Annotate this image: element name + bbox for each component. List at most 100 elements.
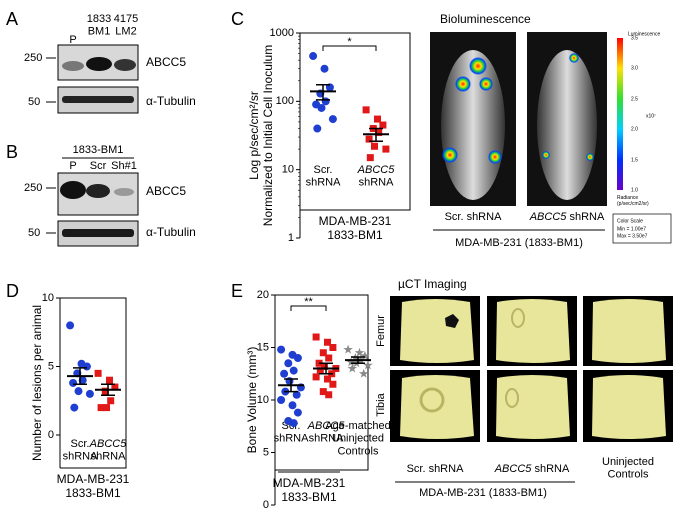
lane-label: P bbox=[69, 34, 76, 46]
y-tick-label: 10 bbox=[282, 164, 294, 176]
lane-label: 4175 LM2 bbox=[114, 13, 138, 38]
x-tick-label: Age-matched Uninjected Controls bbox=[325, 420, 390, 457]
group-label: MDA-MB-231 1833-BM1 bbox=[273, 476, 346, 504]
lane-label: Scr bbox=[90, 160, 107, 172]
column-label: Uninjected Controls bbox=[602, 456, 654, 481]
y-tick-label: 1000 bbox=[270, 27, 294, 39]
data-point bbox=[316, 367, 324, 375]
section-title: Bioluminescence bbox=[440, 12, 531, 26]
data-point bbox=[329, 344, 337, 351]
significance-bracket bbox=[322, 45, 377, 51]
cell-line-label: 1833-BM1 bbox=[73, 144, 124, 156]
data-point bbox=[325, 354, 333, 362]
band bbox=[114, 59, 136, 71]
x-tick-label: ABCC5 shRNA bbox=[357, 164, 396, 189]
y-tick-label: 100 bbox=[276, 95, 294, 107]
data-point bbox=[379, 121, 387, 129]
data-point bbox=[101, 387, 109, 395]
data-point bbox=[320, 64, 329, 73]
x-tick-label: ABCC5 shRNA bbox=[307, 420, 346, 445]
scale-title: Color Scale bbox=[617, 218, 643, 224]
mw-marker: 250 bbox=[24, 182, 42, 194]
signal bbox=[469, 57, 487, 75]
colorbar-multiplier: x10⁷ bbox=[646, 113, 656, 119]
data-point bbox=[319, 388, 327, 396]
lane-label: P bbox=[69, 160, 76, 172]
condition-label: Scr. shRNA bbox=[445, 211, 503, 223]
y-axis-label: Log p/sec/cm²/sr bbox=[247, 91, 261, 180]
data-point bbox=[280, 369, 289, 378]
data-point bbox=[328, 115, 337, 124]
data-point bbox=[371, 142, 378, 150]
data-point bbox=[354, 347, 365, 357]
section-title: µCT Imaging bbox=[398, 277, 467, 291]
colorbar-title: Luminescence bbox=[628, 31, 660, 37]
y-axis-label: Number of lesions per animal bbox=[30, 305, 44, 461]
y-tick-label: 20 bbox=[257, 289, 269, 301]
colorbar-units: Radiance (p/sec/cm2/sr) bbox=[617, 195, 649, 207]
data-point bbox=[85, 389, 94, 398]
data-point bbox=[82, 362, 91, 371]
legend-box bbox=[612, 213, 672, 244]
protein-label: α-Tubulin bbox=[146, 94, 196, 108]
data-point bbox=[382, 145, 390, 153]
y-axis-label: Normalized to Initial Cell Inoculum bbox=[261, 45, 275, 226]
error-bar bbox=[319, 362, 333, 375]
data-point bbox=[70, 403, 79, 412]
y-tick-label: 10 bbox=[42, 292, 54, 304]
group-label: MDA-MB-231 1833-BM1 bbox=[319, 214, 392, 242]
band bbox=[86, 57, 112, 71]
group-label: MDA-MB-231 (1833-BM1) bbox=[419, 487, 547, 499]
lane-label: 1833 BM1 bbox=[87, 13, 111, 38]
signal bbox=[488, 150, 502, 164]
error-bar bbox=[316, 83, 330, 101]
data-point bbox=[312, 373, 320, 381]
ct-images bbox=[390, 296, 673, 442]
x-tick-label: Scr.shRNA bbox=[306, 164, 342, 189]
x-tick-label: Scr.shRNA bbox=[63, 438, 99, 463]
colorbar-tick: 1.5 bbox=[631, 157, 638, 163]
signal bbox=[542, 151, 550, 159]
colorbar-tick: 3.0 bbox=[631, 65, 638, 71]
y-tick-label: 1 bbox=[288, 232, 294, 244]
signal bbox=[442, 147, 458, 163]
data-point bbox=[312, 333, 320, 341]
y-tick-label: 5 bbox=[48, 360, 54, 372]
data-point bbox=[346, 357, 356, 367]
panel-letter: D bbox=[6, 281, 19, 301]
column-label: ABCC5 shRNA bbox=[494, 463, 570, 475]
data-point bbox=[289, 366, 298, 375]
significance-label: ** bbox=[304, 296, 313, 308]
y-tick-label: 5 bbox=[263, 446, 269, 458]
data-point bbox=[362, 106, 370, 114]
colorbar-tick: 2.5 bbox=[631, 96, 638, 102]
mw-marker: 50 bbox=[28, 96, 40, 108]
data-point bbox=[324, 375, 331, 383]
frame bbox=[275, 294, 369, 471]
frame bbox=[60, 297, 127, 469]
band bbox=[62, 229, 134, 237]
y-axis-label: Bone Volume (mm³) bbox=[245, 347, 259, 454]
data-point bbox=[317, 103, 326, 112]
data-point bbox=[365, 135, 373, 143]
data-point bbox=[289, 419, 298, 428]
mw-marker: 50 bbox=[28, 227, 40, 239]
error-bar bbox=[369, 127, 383, 143]
data-point bbox=[358, 368, 369, 378]
row-label: Femur bbox=[375, 315, 387, 347]
row-label: Tibia bbox=[375, 392, 387, 416]
signal bbox=[479, 77, 493, 91]
data-point bbox=[292, 390, 301, 399]
data-point bbox=[293, 354, 302, 362]
scale-min: Min = 1.00e7 bbox=[617, 226, 646, 232]
data-point bbox=[66, 321, 75, 330]
data-point bbox=[309, 52, 318, 61]
y-tick-label: 0 bbox=[48, 429, 54, 441]
band bbox=[114, 188, 134, 196]
data-point bbox=[111, 383, 119, 391]
data-point bbox=[277, 396, 286, 404]
data-point bbox=[363, 360, 373, 370]
scale-max: Max = 3.50e7 bbox=[617, 233, 648, 239]
data-point bbox=[293, 408, 302, 417]
